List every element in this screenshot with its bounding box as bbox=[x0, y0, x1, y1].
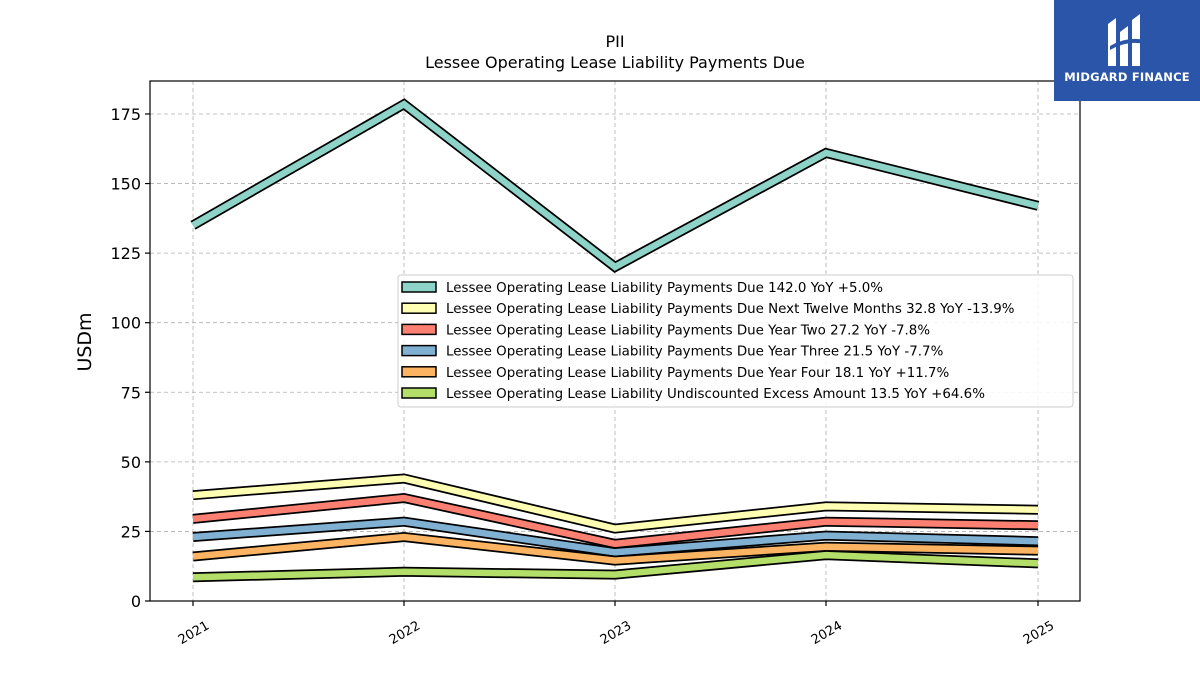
series-line-0 bbox=[191, 100, 1039, 271]
y-tick-label-7: 175 bbox=[110, 105, 141, 124]
legend-label-0: Lessee Operating Lease Liability Payment… bbox=[446, 281, 883, 296]
legend-label-1: Lessee Operating Lease Liability Payment… bbox=[446, 302, 1015, 317]
series-1 bbox=[192, 473, 1039, 534]
y-tick-label-6: 150 bbox=[110, 175, 141, 194]
series-line-1 bbox=[192, 475, 1039, 532]
y-tick-label-1: 25 bbox=[121, 522, 141, 541]
y-tick-label-3: 75 bbox=[121, 383, 141, 402]
legend-swatch-2 bbox=[401, 323, 437, 336]
chart-subtitle: Lessee Operating Lease Liability Payment… bbox=[425, 53, 805, 72]
legend-swatch-1 bbox=[401, 302, 437, 314]
legend-swatch-5 bbox=[401, 387, 437, 399]
brand-name: MIDGARD FINANCE bbox=[1064, 70, 1190, 84]
legend-label-2: Lessee Operating Lease Liability Payment… bbox=[446, 323, 930, 338]
y-axis-ticks: 0 25 50 75 100 125 150 175 bbox=[110, 105, 150, 611]
series-2 bbox=[192, 492, 1039, 549]
brand-logo: MIDGARD FINANCE bbox=[1054, 0, 1200, 101]
legend-swatch-0 bbox=[401, 281, 437, 293]
x-tick-label-3: 2024 bbox=[809, 618, 845, 648]
legend-label-3: Lessee Operating Lease Liability Payment… bbox=[446, 345, 943, 360]
series-line-3 bbox=[192, 518, 1039, 556]
y-tick-label-5: 125 bbox=[110, 244, 141, 263]
series-lines bbox=[190, 98, 1040, 583]
series-line-outline-0 bbox=[190, 98, 1040, 273]
legend: Lessee Operating Lease Liability Payment… bbox=[397, 274, 1074, 408]
y-tick-label-4: 100 bbox=[110, 314, 141, 333]
y-tick-label-0: 0 bbox=[131, 592, 141, 611]
chart-title: PII bbox=[605, 32, 624, 51]
series-4 bbox=[192, 531, 1039, 566]
legend-label-5: Lessee Operating Lease Liability Undisco… bbox=[446, 387, 985, 402]
x-axis-ticks: 2021 2022 2023 2024 2025 bbox=[176, 601, 1057, 648]
x-tick-label-4: 2025 bbox=[1021, 618, 1057, 648]
series-line-5 bbox=[192, 551, 1039, 581]
x-tick-label-2: 2023 bbox=[598, 618, 634, 648]
x-tick-label-0: 2021 bbox=[176, 618, 212, 648]
legend-swatch-3 bbox=[401, 344, 437, 357]
series-line-2 bbox=[192, 494, 1039, 548]
legend-swatch-4 bbox=[401, 366, 437, 378]
series-line-4 bbox=[192, 533, 1039, 564]
series-0 bbox=[190, 98, 1040, 273]
y-axis-label: USDm bbox=[74, 312, 96, 371]
x-tick-label-1: 2022 bbox=[387, 618, 423, 648]
series-5 bbox=[192, 550, 1039, 583]
midgard-logo-icon bbox=[1108, 14, 1144, 66]
y-tick-label-2: 50 bbox=[121, 453, 141, 472]
legend-box bbox=[397, 274, 1074, 408]
legend-label-4: Lessee Operating Lease Liability Payment… bbox=[446, 366, 949, 381]
series-3 bbox=[192, 516, 1039, 558]
